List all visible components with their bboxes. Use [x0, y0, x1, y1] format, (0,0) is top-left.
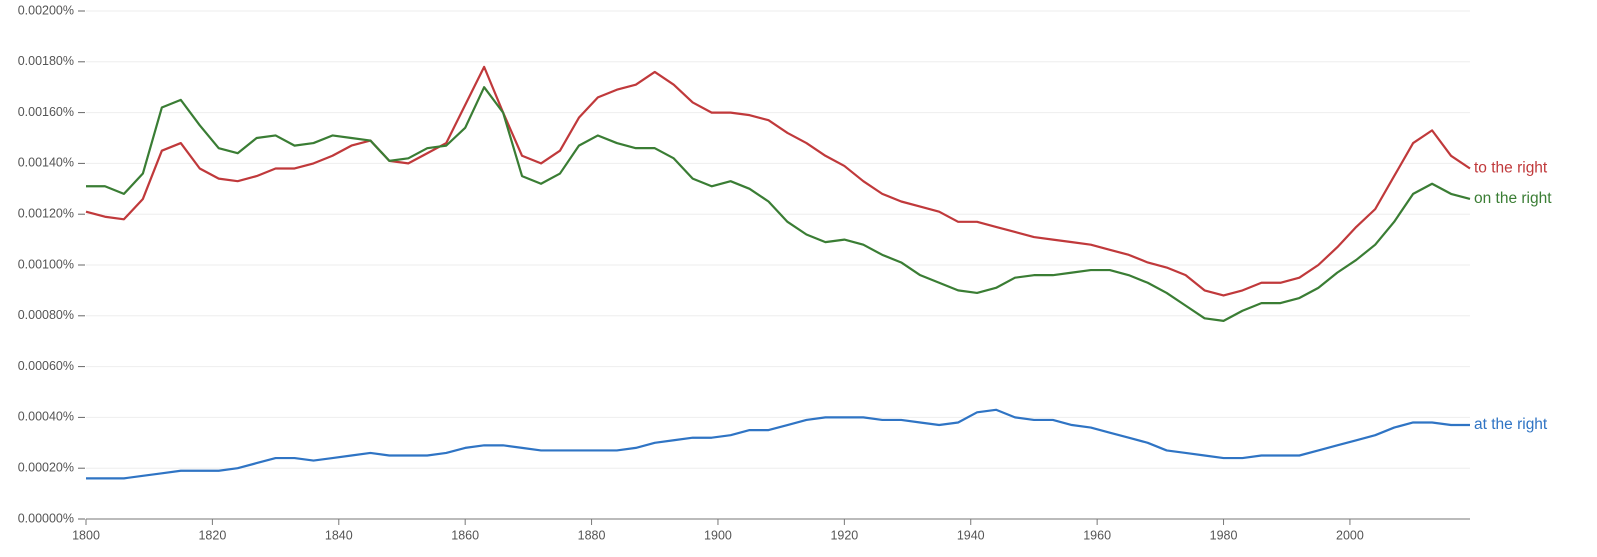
x-tick-label: 1840	[325, 528, 353, 542]
x-tick-label: 1980	[1210, 528, 1238, 542]
y-tick-label: 0.00160%	[18, 105, 74, 119]
x-tick-label: 1900	[704, 528, 732, 542]
x-tick-label: 1880	[578, 528, 606, 542]
y-tick-label: 0.00000%	[18, 511, 74, 525]
y-tick-label: 0.00040%	[18, 410, 74, 424]
y-tick-label: 0.00120%	[18, 206, 74, 220]
x-tick-label: 1960	[1083, 528, 1111, 542]
y-tick-label: 0.00200%	[18, 3, 74, 17]
x-tick-label: 1860	[451, 528, 479, 542]
y-tick-label: 0.00180%	[18, 54, 74, 68]
series-line	[86, 86, 1471, 322]
x-tick-label: 1800	[72, 528, 100, 542]
series-line	[86, 408, 1470, 480]
series-label: at the right	[1474, 416, 1548, 433]
y-tick-label: 0.00080%	[18, 308, 74, 322]
x-tick-label: 1820	[198, 528, 226, 542]
series-label: on the right	[1474, 190, 1552, 207]
y-tick-label: 0.00060%	[18, 359, 74, 373]
x-tick-label: 1940	[957, 528, 985, 542]
x-tick-label: 1920	[830, 528, 858, 542]
x-tick-label: 2000	[1336, 528, 1364, 542]
series-line	[85, 65, 1471, 297]
y-tick-label: 0.00020%	[18, 460, 74, 474]
y-tick-label: 0.00140%	[18, 156, 74, 170]
y-tick-label: 0.00100%	[18, 257, 74, 271]
series-label: to the right	[1474, 160, 1548, 177]
